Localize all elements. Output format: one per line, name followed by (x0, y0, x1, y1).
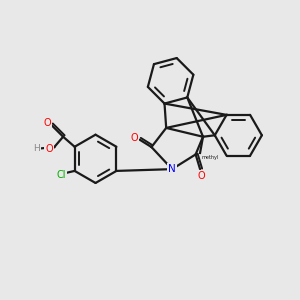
Text: O: O (198, 171, 205, 181)
Text: N: N (168, 164, 176, 174)
Text: O: O (43, 118, 51, 128)
Text: Cl: Cl (57, 170, 66, 180)
Text: H: H (33, 144, 39, 153)
Text: O: O (45, 143, 53, 154)
Text: methyl: methyl (202, 155, 219, 160)
Text: O: O (130, 133, 138, 143)
